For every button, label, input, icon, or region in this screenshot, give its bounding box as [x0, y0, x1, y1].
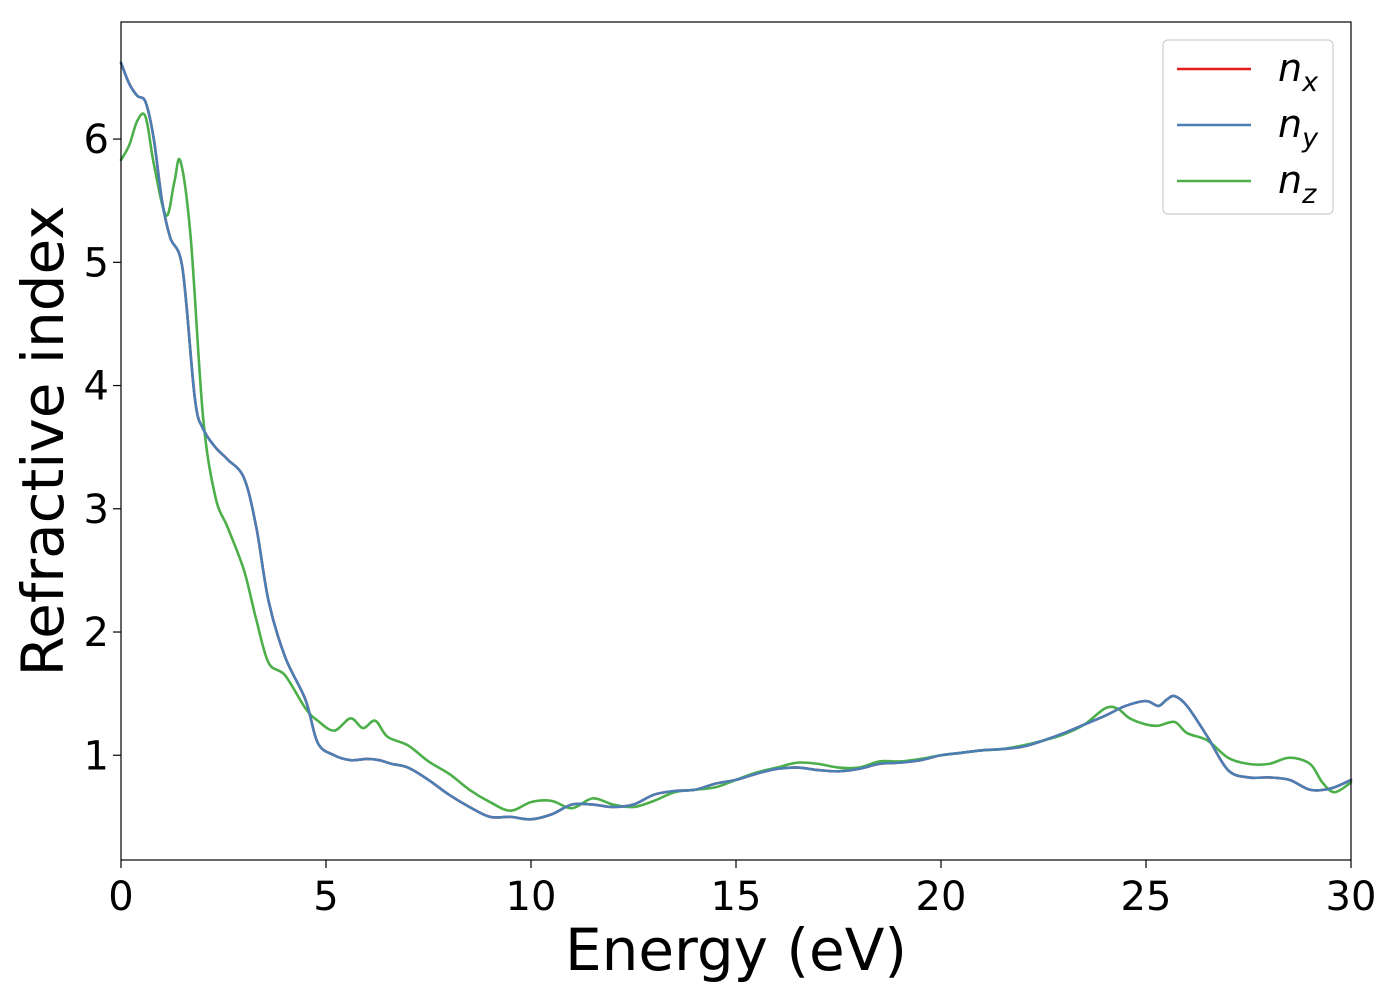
x-tick-label: 10 [506, 874, 557, 920]
legend-label-ny: ny [1278, 102, 1319, 154]
x-tick-label: 30 [1326, 874, 1377, 920]
y-tick-label: 1 [84, 733, 109, 779]
x-tick-label: 15 [711, 874, 762, 920]
legend-label-nx: nx [1278, 46, 1319, 98]
series-line-nz [119, 112, 1353, 813]
legend-label-subscript: z [1301, 179, 1317, 210]
legend-label-subscript: x [1301, 67, 1319, 98]
x-axis-ticks: 0 5 10 15 20 25 30 [108, 860, 1376, 920]
series-layer [119, 61, 1353, 821]
legend-label-main: n [1278, 158, 1302, 202]
x-tick-label: 5 [313, 874, 338, 920]
legend-label-main: n [1278, 46, 1302, 90]
y-tick-label: 6 [84, 117, 109, 163]
y-tick-label: 2 [84, 610, 109, 656]
legend-label-nz: nz [1278, 158, 1317, 210]
legend-label-main: n [1278, 102, 1302, 146]
legend-box [1162, 39, 1334, 215]
y-tick-label: 4 [84, 364, 109, 410]
x-tick-label: 20 [916, 874, 967, 920]
series-line-ny [119, 61, 1353, 821]
x-tick-label: 25 [1121, 874, 1172, 920]
legend-label-subscript: y [1301, 123, 1319, 154]
y-axis-ticks: 1 2 3 4 5 6 [84, 117, 121, 779]
y-tick-label: 3 [84, 487, 109, 533]
x-axis-label: Energy (eV) [565, 916, 907, 984]
y-tick-label: 5 [84, 240, 109, 286]
y-axis-label: Refractive index [9, 205, 77, 676]
x-tick-label: 0 [108, 874, 133, 920]
